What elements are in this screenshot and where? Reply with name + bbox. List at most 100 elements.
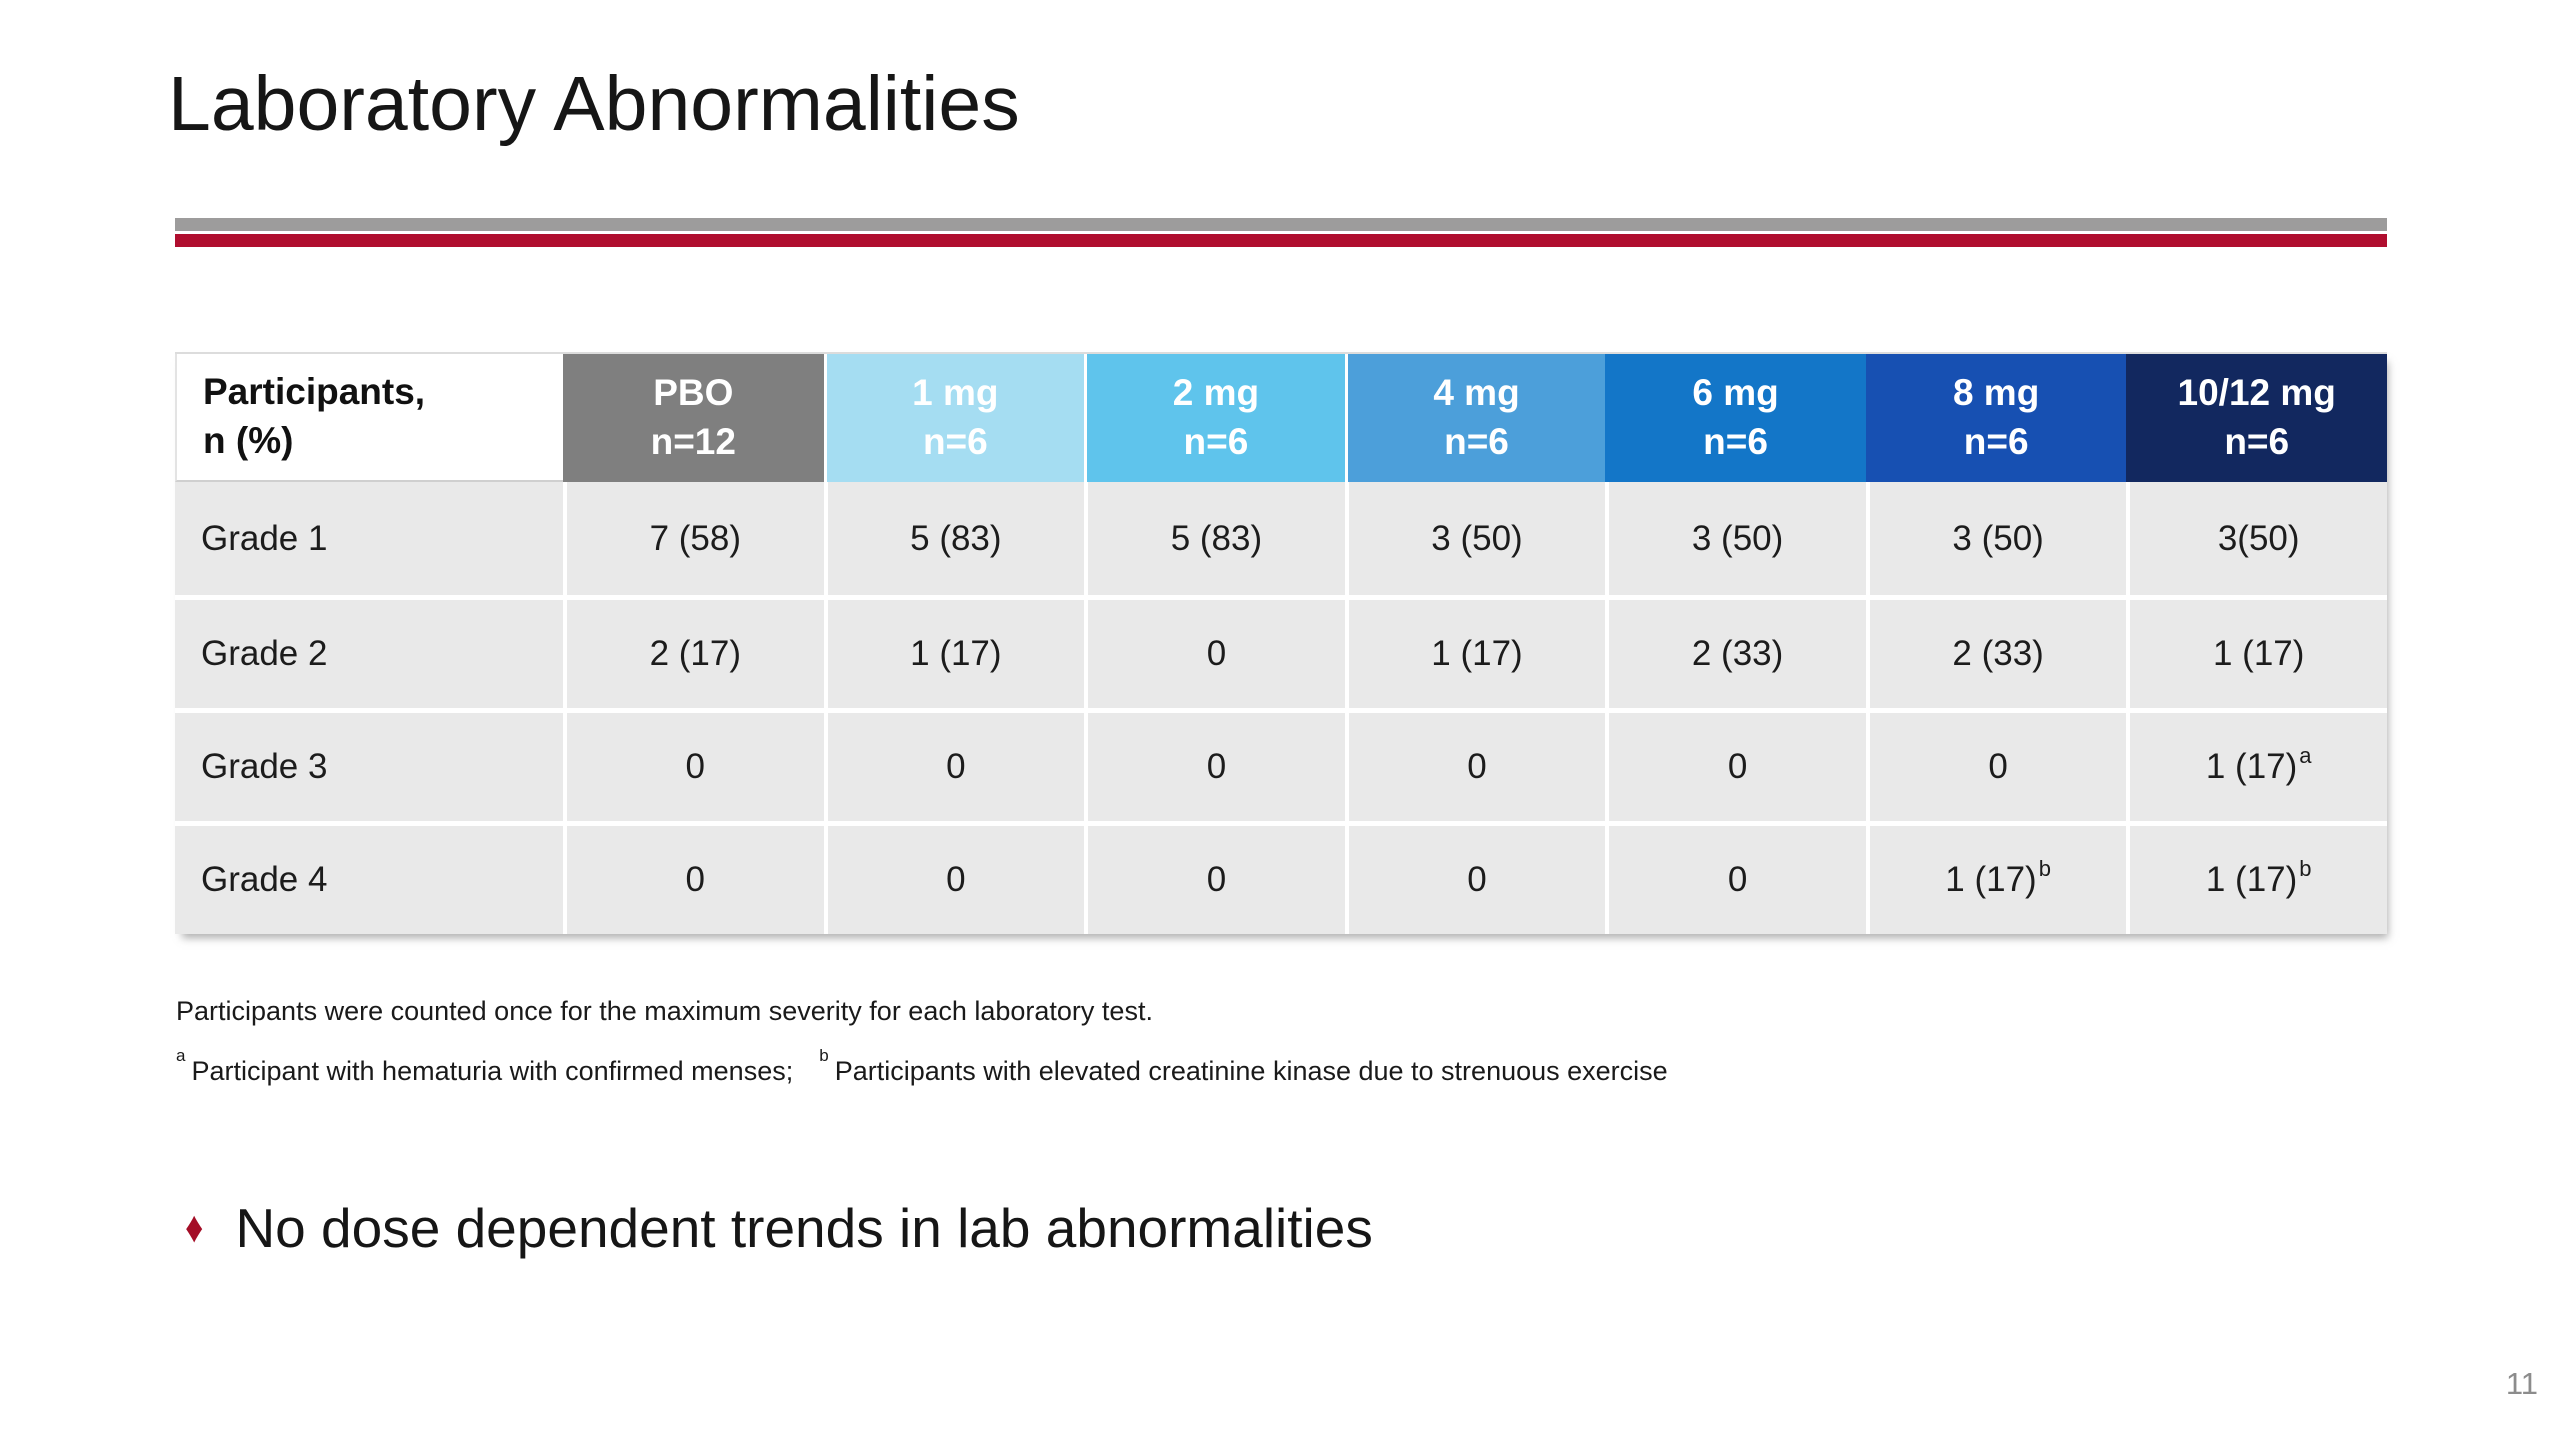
row-label: Grade 4 (175, 826, 563, 934)
cell-value: 0 (685, 747, 706, 786)
table-cell: 0 (1605, 713, 1866, 821)
footnote-general: Participants were counted once for the m… (176, 996, 1153, 1026)
header-cell-dose: 8 mg n=6 (1865, 354, 2127, 482)
dose-n: n=6 (1444, 421, 1509, 462)
table-cell: 0 (563, 826, 824, 934)
table-row: Grade 1 7 (58) 5 (83) 5 (83) 3 (50) 3 (50) 3 (… (175, 482, 2387, 595)
page-number: 11 (2505, 1366, 2538, 1401)
dose-label: 8 mg (1952, 372, 2040, 414)
table-cell: 5 (83) (823, 482, 1085, 595)
table-cell: 0 (1865, 713, 2127, 821)
table-cell: 0 (823, 713, 1085, 821)
table-cell: 1 (17) a (2126, 713, 2387, 821)
cell-value: 0 (1467, 747, 1487, 786)
table-cell: 0 (1344, 713, 1606, 821)
cell-value: 1 (17) (2212, 634, 2305, 673)
table-cell: 5 (83) (1084, 482, 1345, 595)
cell-value: 0 (685, 860, 706, 899)
footnote-a-sup: a (176, 1046, 186, 1065)
page-title: Laboratory Abnormalities (168, 61, 1020, 147)
cell-value: 1 (17) (910, 634, 1002, 673)
table-cell: 1 (17) (1344, 600, 1606, 708)
cell-value: 2 (33) (1952, 634, 2044, 673)
table-cell: 0 (1344, 826, 1606, 934)
dose-n: n=6 (1963, 421, 2029, 462)
footnote-b-sup: b (819, 1046, 829, 1065)
footnote-superscripts: a Participant with hematuria with confirm… (176, 1047, 1668, 1087)
header-cell-line2: n (%) (203, 420, 294, 461)
header-cell-dose: 10/12 mg n=6 (2126, 354, 2387, 482)
table-cell: 0 (563, 713, 824, 821)
cell-value: 1 (17) (1945, 860, 2037, 899)
cell-value: 0 (1206, 860, 1227, 899)
cell-value: 0 (1467, 860, 1487, 899)
summary-bullet-text: No dose dependent trends in lab abnormal… (235, 1197, 1373, 1259)
table-cell: 0 (1084, 600, 1345, 708)
table-cell: 1 (17) b (2126, 826, 2387, 934)
header-cell-dose: PBO n=12 (563, 354, 824, 482)
table-cell: 0 (1605, 826, 1866, 934)
footnote-b-text: Participants with elevated creatinine ki… (834, 1056, 1668, 1086)
cell-value: 2 (33) (1691, 634, 1784, 673)
table-cell: 0 (1084, 826, 1345, 934)
cell-value: 3 (50) (1952, 518, 2044, 558)
cell-value: 0 (946, 860, 966, 899)
lab-abnormalities-table: Participants, n (%) PBO n=12 1 mg n=6 2 mg n=… (175, 352, 2387, 934)
cell-value: 0 (1727, 747, 1748, 786)
dose-n: n=6 (1183, 421, 1249, 462)
cell-value: 1 (17) (2205, 747, 2298, 786)
table-cell: 3(50) (2126, 482, 2387, 595)
dose-n: n=12 (650, 421, 736, 462)
table-cell: 0 (1084, 713, 1345, 821)
table-cell: 1 (17) (2126, 600, 2387, 708)
row-label: Grade 3 (175, 713, 563, 821)
header-cell-participants: Participants, n (%) (175, 354, 563, 482)
cell-value: 3(50) (2217, 518, 2300, 558)
table-cell: 2 (33) (1605, 600, 1866, 708)
header-cell-line1: Participants, (203, 371, 426, 413)
table-cell: 3 (50) (1344, 482, 1606, 595)
dose-n: n=6 (2224, 421, 2290, 462)
dose-label: 1 mg (912, 372, 999, 414)
table-row: Grade 2 2 (17) 1 (17) 0 1 (17) 2 (33) 2 (33) 1 … (175, 595, 2387, 708)
cell-value: 0 (946, 747, 966, 786)
dose-label: PBO (653, 372, 734, 414)
cell-value: 0 (1206, 634, 1227, 673)
cell-value: 7 (58) (649, 518, 741, 558)
header-cell-dose: 6 mg n=6 (1605, 354, 1866, 482)
table-row: Grade 4 0 0 0 0 0 1 (17) b 1 (17) b (175, 821, 2387, 934)
summary-bullet: ♦ No dose dependent trends in lab abnorm… (183, 1196, 1373, 1260)
dose-label: 6 mg (1692, 372, 1779, 414)
table-row: Grade 3 0 0 0 0 0 0 1 (17) a (175, 708, 2387, 821)
cell-value: 0 (1727, 860, 1748, 899)
cell-value: 3 (50) (1691, 518, 1784, 558)
dose-n: n=6 (922, 421, 988, 462)
header-cell-dose: 1 mg n=6 (823, 354, 1085, 482)
table-cell: 2 (33) (1865, 600, 2127, 708)
table-cell: 2 (17) (563, 600, 824, 708)
table-body: Grade 1 7 (58) 5 (83) 5 (83) 3 (50) 3 (50) 3 (… (175, 482, 2387, 934)
table-cell: 3 (50) (1605, 482, 1866, 595)
dose-label: 10/12 mg (2177, 372, 2336, 414)
table-cell: 1 (17) b (1865, 826, 2127, 934)
table-cell: 3 (50) (1865, 482, 2127, 595)
table-cell: 7 (58) (563, 482, 824, 595)
row-label: Grade 1 (175, 482, 563, 595)
table-cell: 1 (17) (823, 600, 1085, 708)
cell-value: 3 (50) (1431, 518, 1523, 558)
dose-label: 2 mg (1172, 372, 1260, 414)
header-cell-dose: 2 mg n=6 (1084, 354, 1345, 482)
table-header-row: Participants, n (%) PBO n=12 1 mg n=6 2 mg n=… (175, 354, 2387, 482)
cell-value: 0 (1988, 747, 2008, 786)
dose-label: 4 mg (1433, 372, 1520, 414)
cell-value: 1 (17) (1431, 634, 1523, 673)
table-cell: 0 (823, 826, 1085, 934)
title-rule-red (175, 234, 2387, 247)
row-label: Grade 2 (175, 600, 563, 708)
cell-value: 0 (1206, 747, 1227, 786)
cell-value: 5 (83) (1170, 518, 1263, 558)
header-cell-dose: 4 mg n=6 (1344, 354, 1606, 482)
cell-value: 1 (17) (2205, 860, 2298, 899)
diamond-bullet-icon: ♦ (185, 1203, 204, 1252)
footnote-a-text: Participant with hematuria with confirme… (191, 1056, 794, 1086)
